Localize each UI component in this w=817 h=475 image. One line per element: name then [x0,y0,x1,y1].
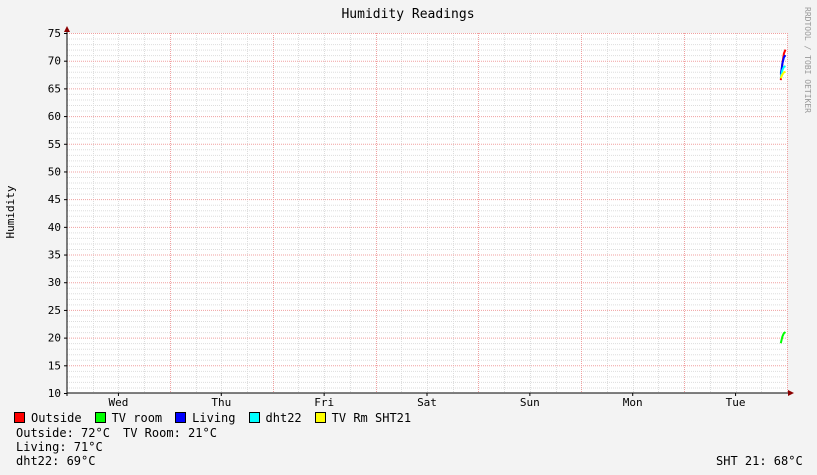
y-ticks: 10 15 20 25 30 35 40 45 50 55 60 65 70 75 [48,27,67,400]
y-tick-label: 30 [48,276,61,289]
stat-sht21: SHT 21: 68°C [716,454,803,468]
legend-item-tv-rm-sht21: TV Rm SHT21 [314,411,412,425]
legend-swatch [314,412,326,423]
grid-minor [67,33,787,393]
series-line-tv-room [779,331,787,344]
y-tick-label: 25 [48,304,61,317]
y-tick-label: 10 [48,387,61,400]
stat-dht22: dht22: 69°C [16,454,96,468]
legend-label: TV room [111,411,163,425]
legend-swatch [175,412,187,423]
y-axis-label: Humidity [4,185,17,238]
legend-item-outside: Outside [14,411,82,425]
x-ticks: Wed Thu Fri Sat Sun Mon Tue [108,393,746,409]
stat-living: Living: 71°C [16,440,103,454]
legend-swatch [94,412,106,423]
y-tick-label: 45 [48,193,61,206]
legend-item-living: Living [175,411,236,425]
grid-major [67,33,788,393]
legend-swatch [248,412,260,423]
side-credit-label: RRDTOOL / TOBI OETIKER [803,7,812,113]
x-tick-label-wed: Wed [108,396,128,409]
y-tick-label: 70 [48,55,61,68]
legend: Outside TV room Living dht22 TV Rm SHT21 [14,411,424,425]
legend-label: TV Rm SHT21 [331,411,412,425]
x-tick-label-thu: Thu [211,396,231,409]
x-tick-label-mon: Mon [623,396,643,409]
legend-label: Outside [31,411,82,425]
legend-item-dht22: dht22 [248,411,302,425]
legend-label: Living [192,411,236,425]
y-tick-label: 65 [48,82,61,95]
legend-swatch [14,412,25,423]
x-tick-label-sat: Sat [417,396,437,409]
y-tick-label: 55 [48,138,61,151]
series-line-tv-rm-sht21 [779,70,786,79]
stat-outside: Outside: 72°C [16,426,110,440]
stat-tv-room: TV Room: 21°C [123,426,217,440]
x-tick-label-fri: Fri [314,396,334,409]
y-tick-label: 75 [48,27,61,40]
y-tick-label: 20 [48,332,61,345]
y-tick-label: 60 [48,110,61,123]
chart-title: Humidity Readings [341,7,474,22]
series-line-living [779,54,787,75]
y-tick-label: 15 [48,359,61,372]
y-tick-label: 35 [48,249,61,262]
y-axis-arrow [64,26,70,32]
series-group [779,49,787,344]
x-tick-label-sun: Sun [520,396,540,409]
y-tick-label: 50 [48,165,61,178]
series-line-dht22 [779,65,786,78]
x-tick-label-tue: Tue [726,396,746,409]
y-tick-label: 40 [48,221,61,234]
legend-label: dht22 [265,411,302,425]
legend-item-tv-room: TV room [94,411,163,425]
x-axis-arrow [788,390,794,396]
